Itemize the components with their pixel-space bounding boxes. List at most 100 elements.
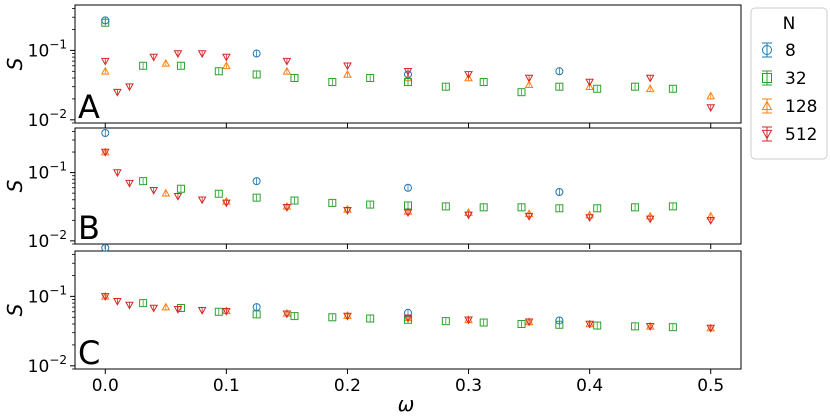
data-point xyxy=(517,320,526,329)
y-tick-label: 10−2 xyxy=(28,353,67,377)
data-point xyxy=(404,78,412,87)
data-point xyxy=(479,203,488,212)
data-point xyxy=(441,202,450,211)
data-point xyxy=(555,187,564,196)
data-point xyxy=(464,71,473,79)
legend-marker xyxy=(761,129,773,140)
legend-label: 128 xyxy=(785,97,817,117)
data-point xyxy=(290,74,299,83)
x-tick-label: 0.2 xyxy=(334,376,361,396)
data-point xyxy=(343,312,352,321)
legend-entry-8: 8 xyxy=(762,41,796,61)
legend: N 8 32 128 512 xyxy=(750,7,828,160)
data-point xyxy=(524,74,534,83)
data-point xyxy=(100,57,110,66)
data-point xyxy=(366,74,375,83)
data-point xyxy=(631,322,640,331)
data-point xyxy=(555,316,564,325)
x-tick-label: 0.3 xyxy=(455,376,482,396)
series-N-8 xyxy=(101,129,564,196)
data-point xyxy=(139,177,148,186)
data-point xyxy=(645,74,655,83)
data-point xyxy=(404,183,412,192)
data-point xyxy=(645,323,655,331)
data-point xyxy=(585,320,594,329)
data-point xyxy=(197,307,207,315)
data-point xyxy=(328,78,337,87)
data-point xyxy=(706,324,716,333)
data-point xyxy=(282,57,292,66)
data-point xyxy=(290,312,299,321)
data-point xyxy=(464,211,473,220)
series-N-512 xyxy=(100,293,716,333)
data-point xyxy=(113,297,122,306)
series-N-32 xyxy=(139,177,677,213)
data-point xyxy=(113,88,122,97)
series-N-32 xyxy=(101,18,677,97)
panel-B: 10−2 10−1S B xyxy=(3,127,742,252)
x-tick-label: 0.0 xyxy=(92,376,119,396)
data-point xyxy=(173,306,183,314)
data-point xyxy=(222,53,231,62)
data-point xyxy=(252,49,261,58)
data-point xyxy=(585,214,594,223)
x-tick-label: 0.5 xyxy=(697,376,724,396)
data-point xyxy=(585,78,594,87)
data-point xyxy=(555,204,564,213)
data-point xyxy=(173,50,183,59)
data-point xyxy=(222,307,231,316)
data-point xyxy=(290,196,299,205)
panel-C: 10−2 10−1S C xyxy=(3,243,742,377)
data-point xyxy=(555,67,564,76)
data-point xyxy=(149,187,159,195)
data-point xyxy=(517,88,526,97)
data-point xyxy=(197,196,207,205)
panel-label: A xyxy=(78,88,100,126)
data-point xyxy=(555,82,564,91)
data-point xyxy=(125,301,134,310)
data-point xyxy=(101,129,110,138)
data-point xyxy=(645,84,655,93)
series-N-512 xyxy=(100,148,716,225)
panel-label: C xyxy=(78,334,100,372)
legend-marker xyxy=(761,100,773,111)
data-point xyxy=(668,323,677,332)
legend-label: 512 xyxy=(785,125,817,145)
data-point xyxy=(252,193,261,202)
series-N-512 xyxy=(100,50,716,113)
data-point xyxy=(100,293,110,301)
data-point xyxy=(328,198,337,207)
data-point xyxy=(214,67,223,76)
data-point xyxy=(524,318,534,327)
data-point xyxy=(668,84,677,93)
panel-A: 10−2 10−1S A xyxy=(3,4,742,131)
data-point xyxy=(404,201,412,210)
data-point xyxy=(464,73,473,82)
legend-label: 8 xyxy=(785,41,796,61)
data-point xyxy=(149,304,159,313)
data-point xyxy=(101,16,110,25)
data-point xyxy=(706,91,716,100)
y-tick-label: 10−1 xyxy=(28,283,67,307)
y-tick-label: 10−1 xyxy=(28,160,67,184)
data-point xyxy=(668,202,677,211)
y-axis-label: S xyxy=(3,57,27,70)
legend-label: 32 xyxy=(785,69,807,89)
data-point xyxy=(343,207,352,215)
data-point xyxy=(161,302,171,311)
data-point xyxy=(645,215,655,224)
series-N-8 xyxy=(101,243,564,325)
data-point xyxy=(441,82,450,91)
data-point xyxy=(139,299,148,308)
data-point xyxy=(328,313,337,322)
data-point xyxy=(441,317,450,326)
data-point xyxy=(173,192,183,201)
y-tick-label: 10−2 xyxy=(28,228,67,252)
data-point xyxy=(125,179,134,188)
x-axis-label: ω xyxy=(398,392,415,416)
legend-marker xyxy=(762,73,772,83)
x-tick-label: 0.1 xyxy=(213,376,240,396)
data-point xyxy=(214,189,223,198)
data-point xyxy=(706,104,716,113)
